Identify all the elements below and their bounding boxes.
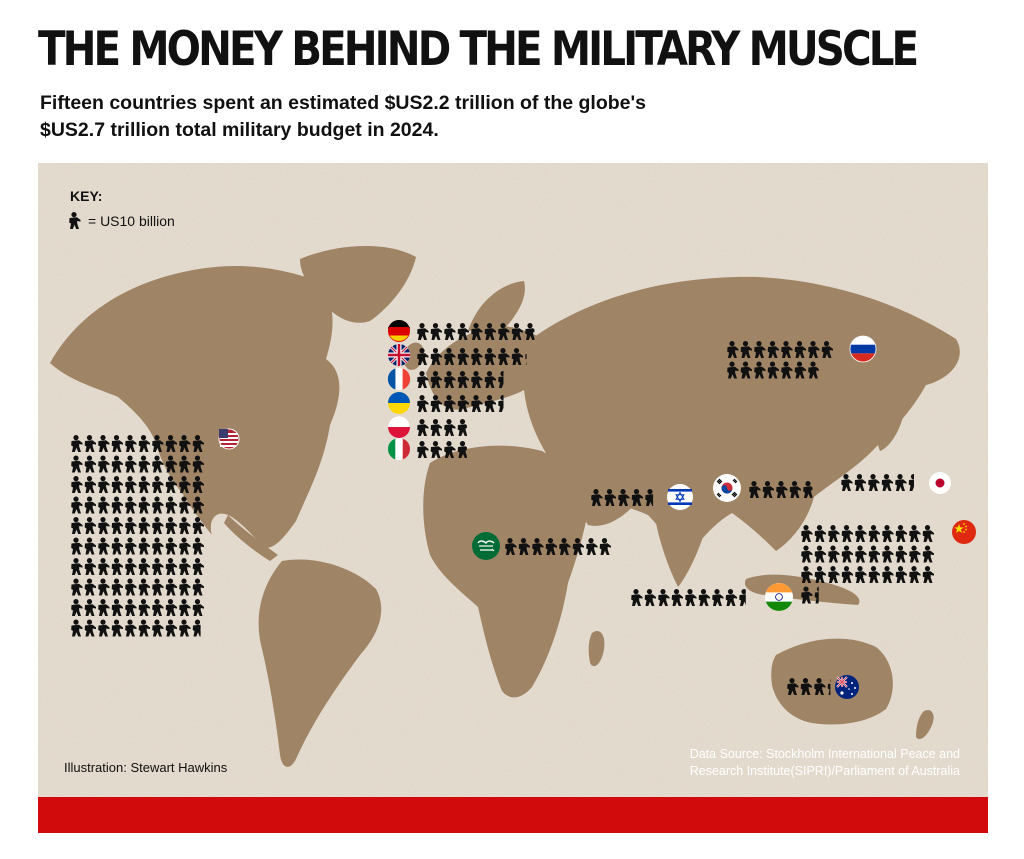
south-america <box>258 559 382 767</box>
uk-flag-icon <box>388 344 410 366</box>
key-title: KEY: <box>70 188 103 204</box>
illustration-credit: Illustration: Stewart Hawkins <box>64 760 228 775</box>
central-america <box>224 515 278 561</box>
map-panel: KEY: = US10 billion Illustration: Stewar… <box>38 163 988 797</box>
south-korea-flag-icon <box>713 474 741 502</box>
new-zealand <box>916 709 934 740</box>
japan-flag-icon <box>929 472 951 494</box>
indonesia <box>744 574 860 605</box>
saudi-flag-icon <box>472 532 500 560</box>
key-label: = US10 billion <box>88 213 175 229</box>
india-flag-icon <box>765 583 793 611</box>
us-flag-icon <box>218 428 240 450</box>
india-peninsula <box>655 493 706 587</box>
australia <box>771 638 893 725</box>
poland-flag-icon <box>388 416 410 438</box>
page-subtitle: Fifteen countries spent an estimated $US… <box>40 92 646 141</box>
scandinavia <box>468 281 525 331</box>
france-flag-icon <box>387 368 411 390</box>
greenland <box>300 245 416 323</box>
japan <box>876 400 905 451</box>
world-map <box>38 163 988 797</box>
italy-flag-icon <box>387 438 411 460</box>
country-flags <box>218 320 976 699</box>
ukraine-flag-icon <box>388 392 410 414</box>
madagascar <box>588 630 605 667</box>
continents <box>50 245 960 767</box>
data-source: Data Source: Stockholm International Pea… <box>689 747 960 778</box>
germany-flag-icon <box>388 320 410 342</box>
europe <box>426 326 548 410</box>
key-legend: = US10 billion <box>68 212 175 230</box>
page-title: THE MONEY BEHIND THE MILITARY MUSCLE <box>38 22 919 77</box>
footer-bar <box>38 797 988 833</box>
africa <box>423 445 590 698</box>
soldier-icon <box>69 212 81 229</box>
russia-flag-icon <box>849 335 877 363</box>
north-america <box>50 266 340 548</box>
china-flag-icon <box>952 520 976 544</box>
australia-flag-icon <box>835 675 859 699</box>
israel-flag-icon <box>667 484 693 510</box>
